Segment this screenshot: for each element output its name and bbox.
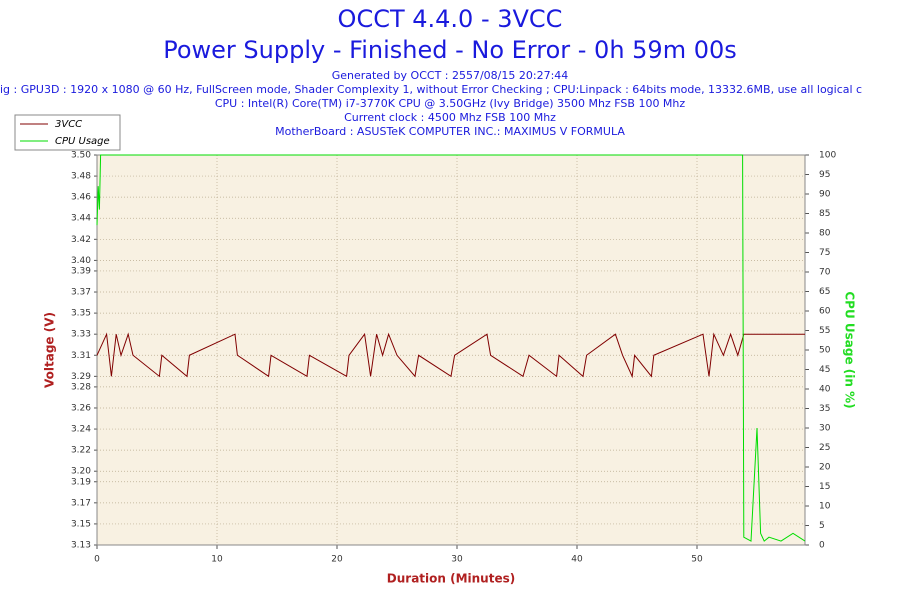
y-tick-label: 3.17 — [71, 498, 91, 508]
y-tick-label: 3.13 — [71, 541, 91, 551]
y-axis-label: Voltage (V) — [43, 312, 57, 388]
y2-tick-label: 90 — [819, 190, 831, 200]
y-tick-label: 3.20 — [71, 467, 91, 477]
info-line: MotherBoard : ASUSTeK COMPUTER INC.: MAX… — [275, 125, 625, 138]
y2-tick-label: 80 — [819, 229, 831, 239]
y2-tick-label: 35 — [819, 404, 830, 414]
info-line: CPU : Intel(R) Core(TM) i7-3770K CPU @ 3… — [215, 97, 686, 110]
y-tick-label: 3.28 — [71, 382, 91, 392]
y-tick-label: 3.44 — [71, 214, 91, 224]
y-tick-label: 3.26 — [71, 403, 91, 413]
info-line: ig : GPU3D : 1920 x 1080 @ 60 Hz, FullSc… — [0, 83, 862, 96]
legend-box — [14, 114, 121, 151]
y-tick-label: 3.46 — [71, 193, 91, 203]
plot-area — [97, 155, 805, 545]
y-tick-label: 3.39 — [71, 266, 91, 276]
y-tick-label: 3.37 — [71, 288, 91, 298]
y-tick-label: 3.50 — [71, 151, 91, 161]
y2-tick-label: 30 — [819, 424, 831, 434]
chart-title: OCCT 4.4.0 - 3VCC — [338, 5, 563, 33]
x-tick-label: 40 — [571, 555, 583, 565]
x-tick-label: 30 — [451, 555, 463, 565]
series-line — [96, 154, 806, 542]
y2-tick-label: 45 — [819, 365, 830, 375]
legend-label: CPU Usage — [55, 136, 110, 147]
y2-tick-label: 50 — [819, 346, 831, 356]
y-tick-label: 3.24 — [71, 425, 91, 435]
y2-tick-label: 60 — [819, 307, 831, 317]
y2-tick-label: 100 — [819, 151, 836, 161]
y2-tick-label: 5 — [819, 521, 825, 531]
y-tick-label: 3.22 — [71, 446, 91, 456]
info-line: Generated by OCCT : 2557/08/15 20:27:44 — [332, 69, 569, 82]
y2-tick-label: 75 — [819, 248, 830, 258]
y2-tick-label: 40 — [819, 385, 831, 395]
y2-tick-label: 10 — [819, 502, 831, 512]
y-tick-label: 3.33 — [71, 330, 91, 340]
y2-tick-label: 0 — [819, 541, 825, 551]
y2-tick-label: 55 — [819, 326, 830, 336]
y2-tick-label: 15 — [819, 482, 830, 492]
y2-tick-label: 95 — [819, 170, 830, 180]
y2-axis-label: CPU Usage (in %) — [843, 291, 857, 408]
y-tick-label: 3.15 — [71, 519, 91, 529]
y-tick-label: 3.42 — [71, 235, 91, 245]
series-line — [96, 332, 805, 379]
y-tick-label: 3.29 — [71, 372, 91, 382]
info-line: Current clock : 4500 Mhz FSB 100 Mhz — [344, 111, 556, 124]
y2-tick-label: 65 — [819, 287, 830, 297]
y2-tick-label: 20 — [819, 463, 831, 473]
x-tick-label: 0 — [94, 555, 100, 565]
x-axis-label: Duration (Minutes) — [387, 572, 515, 586]
legend-label: 3VCC — [55, 119, 82, 130]
x-tick-label: 10 — [211, 555, 223, 565]
chart-subtitle: Power Supply - Finished - No Error - 0h … — [163, 36, 737, 64]
y-tick-label: 3.19 — [71, 477, 91, 487]
y2-tick-label: 85 — [819, 209, 830, 219]
x-tick-label: 50 — [691, 555, 703, 565]
x-tick-label: 20 — [331, 555, 343, 565]
y-tick-label: 3.40 — [71, 256, 91, 266]
y2-tick-label: 70 — [819, 268, 831, 278]
y-tick-label: 3.48 — [71, 172, 91, 182]
y-tick-label: 3.35 — [71, 309, 91, 319]
y2-tick-label: 25 — [819, 443, 830, 453]
y-tick-label: 3.31 — [71, 351, 91, 361]
